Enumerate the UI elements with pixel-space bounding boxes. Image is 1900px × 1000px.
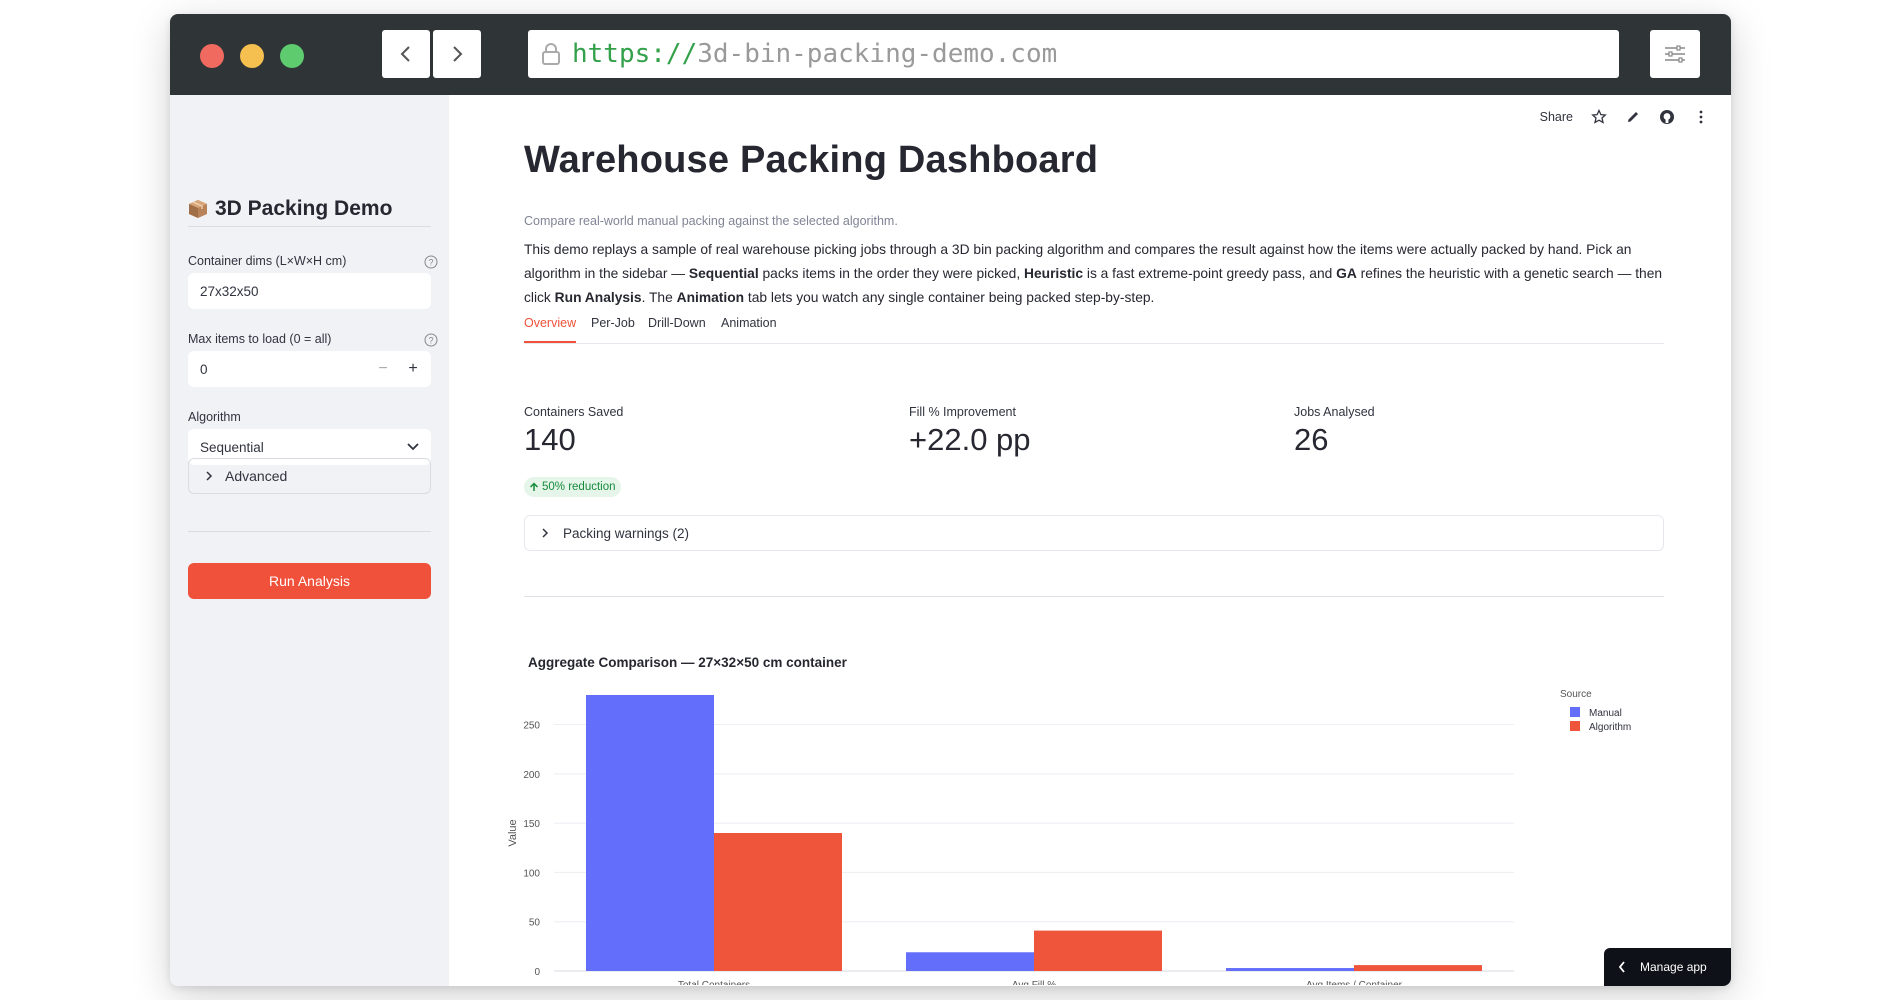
algorithm-label: Algorithm [188, 410, 241, 424]
github-icon[interactable] [1659, 109, 1675, 125]
advanced-label: Advanced [225, 468, 288, 484]
star-icon[interactable] [1591, 109, 1607, 125]
browser-titlebar: https://3d-bin-packing-demo.com [170, 14, 1731, 95]
bar-manual [1226, 968, 1354, 971]
close-window-button[interactable] [200, 44, 224, 68]
page-caption: Compare real-world manual packing agains… [524, 214, 898, 228]
url-host: 3d-bin-packing-demo.com [697, 39, 1058, 69]
aggregate-comparison-chart: 0 50 100 150 200 250 Value Total Containers Avg … [507, 689, 1631, 985]
manage-app-button[interactable]: Manage app [1604, 948, 1731, 986]
address-bar[interactable]: https://3d-bin-packing-demo.com [528, 30, 1619, 78]
main-content: Share Warehouse Packing Dashboard Compar… [449, 95, 1731, 986]
svg-text:?: ? [428, 258, 433, 268]
y-tick-label: 150 [523, 819, 540, 830]
metric-value: +22.0 pp [909, 422, 1031, 457]
tab-bar: Overview Per-Job Drill-Down Animation [524, 313, 1664, 344]
tab-animation[interactable]: Animation [721, 316, 777, 330]
chevron-right-icon [206, 471, 213, 481]
x-tick-label: Avg Items / Container [1306, 980, 1403, 985]
tab-per-job[interactable]: Per-Job [591, 316, 635, 330]
chevron-right-icon [542, 528, 549, 538]
sidebar-divider [188, 226, 431, 227]
bar-algorithm [1354, 965, 1482, 971]
section-divider [524, 596, 1664, 597]
sidebar: 3D Packing Demo Container dims (L×W×H cm… [170, 95, 449, 986]
legend-swatch [1570, 707, 1580, 717]
svg-text:?: ? [428, 336, 433, 346]
metric-label: Fill % Improvement [909, 405, 1016, 419]
legend-entry: Manual [1589, 708, 1622, 719]
legend-swatch [1570, 721, 1580, 731]
chart-title: Aggregate Comparison — 27×32×50 cm conta… [528, 655, 847, 670]
y-tick-label: 0 [534, 967, 540, 978]
chevron-right-icon [453, 46, 463, 62]
share-button[interactable]: Share [1539, 110, 1573, 124]
y-axis-label: Value [507, 819, 519, 846]
decrement-button[interactable]: − [378, 360, 388, 377]
max-items-value: 0 [200, 361, 208, 377]
arrow-up-icon [529, 482, 539, 491]
legend-entry: Algorithm [1589, 722, 1631, 733]
minimize-window-button[interactable] [240, 44, 264, 68]
more-vertical-icon[interactable] [1693, 109, 1709, 125]
bar-algorithm [1034, 930, 1162, 971]
tab-drill-down[interactable]: Drill-Down [648, 316, 706, 330]
app-toolbar: Share [1540, 109, 1709, 125]
y-tick-label: 50 [529, 918, 541, 929]
sliders-icon [1665, 45, 1685, 63]
sidebar-divider [188, 531, 431, 532]
metric-delta-badge: 50% reduction [524, 477, 621, 497]
algorithm-selected-value: Sequential [200, 439, 264, 455]
back-button[interactable] [382, 30, 430, 78]
bar-manual [906, 952, 1034, 971]
chevron-left-icon [1618, 961, 1625, 973]
container-dims-label: Container dims (L×W×H cm) [188, 254, 347, 268]
legend-title: Source [1560, 689, 1592, 700]
browser-menu-button[interactable] [1650, 30, 1700, 78]
page-description: This demo replays a sample of real wareh… [524, 242, 1663, 305]
forward-button[interactable] [433, 30, 481, 78]
packing-warnings-expander[interactable]: Packing warnings (2) [524, 515, 1664, 551]
packing-warnings-label: Packing warnings (2) [563, 525, 690, 541]
max-items-stepper[interactable]: 0 − + [188, 351, 431, 387]
bar-algorithm [714, 833, 842, 971]
maximize-window-button[interactable] [280, 44, 304, 68]
browser-window: https://3d-bin-packing-demo.com 3D Packi… [170, 14, 1731, 986]
help-icon[interactable]: ? [424, 333, 438, 347]
y-tick-label: 100 [523, 868, 540, 879]
sidebar-brand: 3D Packing Demo [187, 197, 392, 221]
y-tick-label: 200 [523, 770, 540, 781]
tab-overview[interactable]: Overview [524, 316, 577, 330]
url-scheme: https:// [572, 39, 698, 69]
container-dims-input[interactable]: 27x32x50 [188, 273, 431, 309]
run-analysis-button[interactable]: Run Analysis [188, 563, 431, 599]
page-title: Warehouse Packing Dashboard [524, 139, 1099, 181]
active-tab-indicator [524, 341, 576, 343]
advanced-expander[interactable]: Advanced [188, 458, 431, 494]
x-tick-label: Total Containers [678, 980, 750, 985]
sidebar-title: 3D Packing Demo [215, 197, 393, 220]
help-icon[interactable]: ? [424, 255, 438, 269]
increment-button[interactable]: + [408, 360, 418, 377]
package-icon [189, 200, 207, 218]
chevron-left-icon [400, 46, 410, 62]
chevron-down-icon [407, 443, 419, 451]
metric-label: Containers Saved [524, 405, 624, 419]
metric-value: 26 [1294, 422, 1329, 457]
max-items-label: Max items to load (0 = all) [188, 332, 332, 346]
metric-label: Jobs Analysed [1294, 405, 1375, 419]
y-tick-label: 250 [523, 721, 540, 732]
bar-manual [586, 695, 714, 971]
edit-icon[interactable] [1625, 109, 1641, 125]
algorithm-select[interactable]: Sequential [188, 429, 431, 465]
x-tick-label: Avg Fill % [1012, 980, 1056, 985]
metric-value: 140 [524, 422, 576, 457]
url-text: https://3d-bin-packing-demo.com [572, 39, 1057, 69]
lock-icon [538, 39, 564, 69]
